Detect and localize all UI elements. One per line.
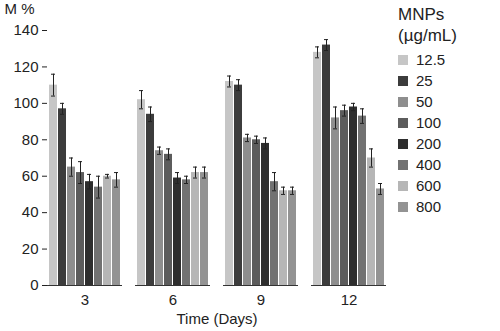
- svg-text:3: 3: [81, 291, 89, 308]
- svg-text:9: 9: [257, 291, 265, 308]
- html-text:200: 200: [416, 135, 441, 152]
- svg-text:60: 60: [22, 167, 39, 184]
- svg-text:Time (Days): Time (Days): [176, 310, 257, 327]
- svg-text:40: 40: [22, 203, 39, 220]
- svg-text:0: 0: [30, 276, 38, 293]
- svg-text:140: 140: [13, 21, 38, 38]
- html-text:400: 400: [416, 156, 441, 173]
- svg-text:20: 20: [22, 240, 39, 257]
- svg-text:12: 12: [341, 291, 358, 308]
- html-text:12.5: 12.5: [416, 51, 446, 68]
- svg-text:80: 80: [22, 131, 39, 148]
- svg-text:100: 100: [13, 94, 38, 111]
- html-text:800: 800: [416, 198, 441, 215]
- svg-text:120: 120: [13, 58, 38, 75]
- html-text:50: 50: [416, 93, 433, 110]
- html-text:100: 100: [416, 114, 441, 131]
- html-text:MNPs (µg/mL): MNPs (µg/mL): [398, 5, 457, 45]
- html-text:25: 25: [416, 72, 433, 89]
- svg-text:M %: M %: [5, 0, 35, 17]
- html-text:600: 600: [416, 177, 441, 194]
- svg-text:6: 6: [169, 291, 177, 308]
